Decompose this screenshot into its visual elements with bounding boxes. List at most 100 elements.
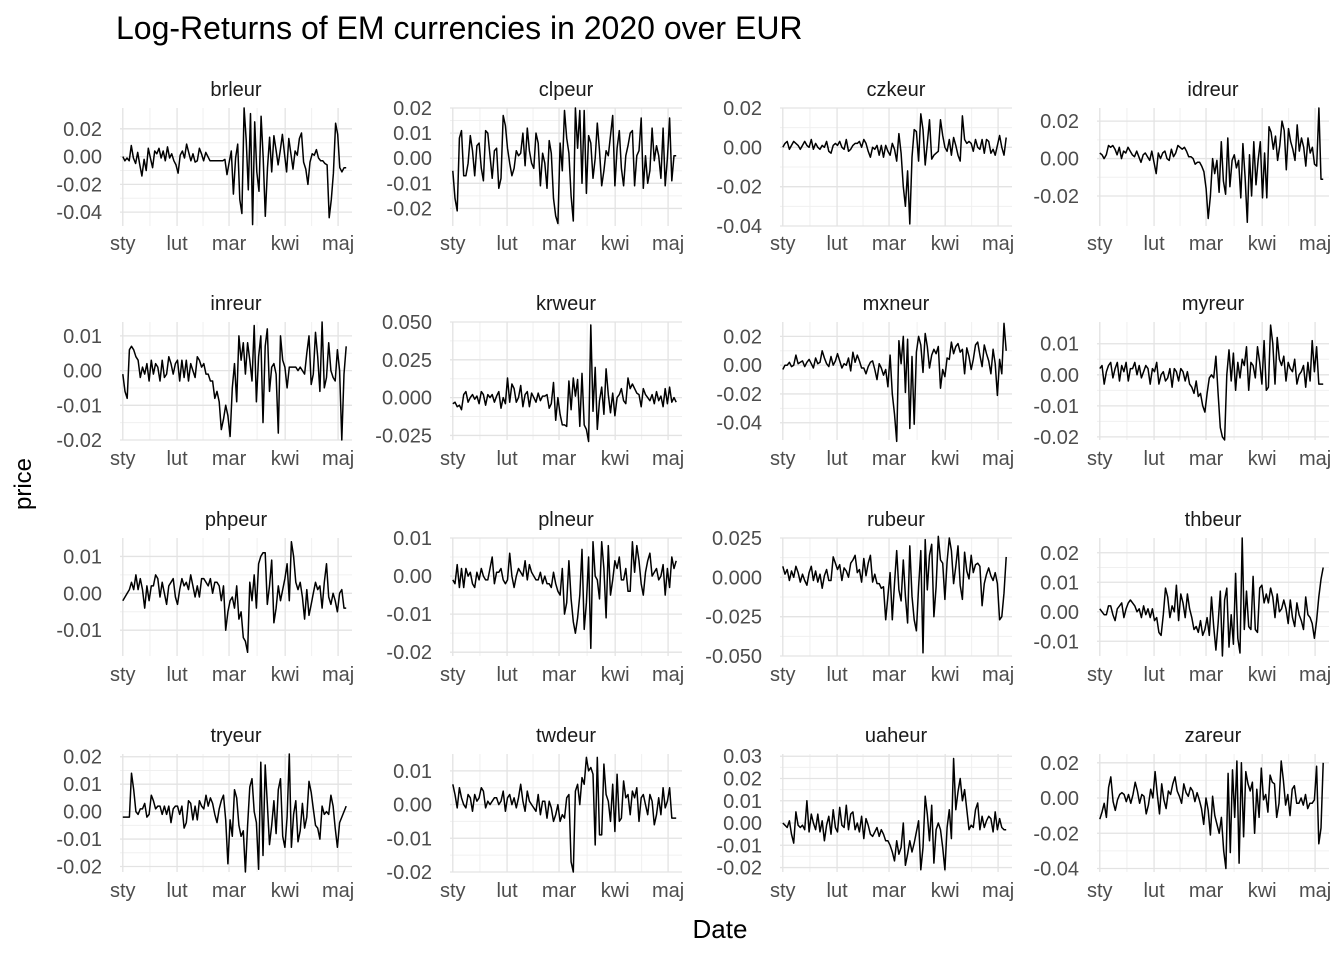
x-tick-label: sty — [440, 233, 466, 255]
x-tick-label: sty — [440, 664, 466, 686]
y-tick-label: -0.01 — [56, 395, 102, 417]
x-tick-label: maj — [982, 233, 1014, 255]
x-tick-label: lut — [167, 233, 189, 255]
x-tick-label: maj — [652, 664, 684, 686]
x-tick-label: kwi — [1248, 448, 1277, 470]
x-tick-label: kwi — [601, 233, 630, 255]
series-line-brleur — [122, 107, 347, 226]
x-tick-label: sty — [110, 448, 136, 470]
series-line-thbeur — [1099, 537, 1324, 657]
x-tick-label: lut — [497, 664, 519, 686]
y-tick-label: -0.01 — [56, 620, 102, 642]
y-tick-label: -0.02 — [56, 430, 102, 452]
x-tick-label: lut — [167, 880, 189, 902]
y-tick-label: -0.02 — [716, 177, 762, 199]
x-tick-label: mar — [872, 233, 907, 255]
x-tick-label: mar — [872, 880, 907, 902]
x-tick-label: kwi — [271, 664, 300, 686]
y-tick-label: 0.01 — [1040, 334, 1079, 356]
facet-label: twdeur — [536, 725, 596, 747]
y-tick-label: 0.00 — [723, 137, 762, 159]
facet-label: phpeur — [205, 509, 268, 531]
y-tick-label: -0.01 — [386, 828, 432, 850]
facet-label: idreur — [1187, 79, 1238, 101]
x-tick-label: maj — [652, 448, 684, 470]
y-tick-label: -0.04 — [56, 202, 102, 224]
x-tick-label: mar — [212, 880, 247, 902]
y-tick-label: 0.00 — [63, 583, 102, 605]
x-tick-label: lut — [167, 664, 189, 686]
facet-czkeur: czkeur -0.04 -0.02 0.00 0.02 sty lut mar kwi maj — [716, 79, 1014, 255]
y-tick-label: 0.03 — [723, 746, 762, 768]
y-tick-label: -0.02 — [716, 858, 762, 880]
x-tick-label: maj — [322, 880, 354, 902]
x-tick-label: mar — [1189, 233, 1224, 255]
y-tick-label: 0.000 — [382, 388, 432, 410]
facet-label: thbeur — [1185, 509, 1242, 531]
x-tick-label: kwi — [271, 880, 300, 902]
x-tick-label: mar — [872, 664, 907, 686]
facet-tryeur: tryeur -0.02 -0.01 0.00 0.01 0.02 sty lut mar kwi… — [56, 725, 354, 902]
x-tick-label: lut — [1144, 233, 1166, 255]
facet-label: myreur — [1182, 293, 1245, 315]
y-tick-label: 0.00 — [63, 802, 102, 824]
x-tick-label: maj — [1299, 448, 1331, 470]
x-tick-label: mar — [1189, 880, 1224, 902]
x-tick-label: maj — [982, 448, 1014, 470]
facet-rubeur: rubeur -0.050 -0.025 0.000 0.025 sty lut mar kwi… — [705, 509, 1014, 686]
facet-label: rubeur — [867, 509, 925, 531]
x-tick-label: sty — [440, 880, 466, 902]
y-tick-label: 0.00 — [723, 355, 762, 377]
x-tick-label: mar — [542, 448, 577, 470]
series-line-rubeur — [782, 535, 1007, 654]
x-tick-label: kwi — [1248, 664, 1277, 686]
x-tick-label: lut — [167, 448, 189, 470]
y-tick-label: 0.025 — [382, 350, 432, 372]
x-tick-label: mar — [542, 233, 577, 255]
y-tick-label: 0.02 — [1040, 753, 1079, 775]
x-tick-label: kwi — [1248, 233, 1277, 255]
x-tick-label: sty — [110, 664, 136, 686]
series-line-czkeur — [782, 113, 1007, 225]
y-tick-label: -0.02 — [56, 174, 102, 196]
y-tick-label: 0.01 — [393, 761, 432, 783]
x-tick-label: maj — [652, 880, 684, 902]
y-tick-label: 0.01 — [393, 123, 432, 145]
x-tick-label: mar — [212, 233, 247, 255]
series-line-clpeur — [452, 107, 677, 225]
y-tick-label: 0.02 — [1040, 111, 1079, 133]
series-line-idreur — [1099, 107, 1324, 224]
y-tick-label: 0.025 — [712, 528, 762, 550]
facet-krweur: krweur -0.025 0.000 0.025 0.050 sty lut mar kwi m… — [375, 293, 684, 470]
x-tick-label: kwi — [931, 448, 960, 470]
y-tick-label: -0.02 — [1033, 823, 1079, 845]
facet-inreur: inreur -0.02 -0.01 0.00 0.01 sty lut mar kwi maj — [56, 293, 354, 470]
y-tick-label: 0.01 — [63, 774, 102, 796]
series-line-plneur — [452, 541, 677, 650]
facet-brleur: brleur -0.04 -0.02 0.00 0.02 sty lut mar kwi maj — [56, 79, 354, 255]
series-line-mxneur — [782, 322, 1007, 443]
y-tick-label: 0.00 — [63, 147, 102, 169]
y-tick-label: -0.025 — [705, 607, 762, 629]
y-tick-label: -0.01 — [716, 835, 762, 857]
x-tick-label: lut — [1144, 448, 1166, 470]
y-tick-label: 0.01 — [1040, 572, 1079, 594]
x-tick-label: maj — [652, 233, 684, 255]
x-tick-label: maj — [1299, 664, 1331, 686]
y-tick-label: 0.00 — [1040, 149, 1079, 171]
x-tick-label: sty — [1087, 664, 1113, 686]
y-tick-label: 0.02 — [393, 98, 432, 120]
x-tick-label: maj — [1299, 233, 1331, 255]
x-tick-label: kwi — [931, 880, 960, 902]
x-tick-label: mar — [542, 664, 577, 686]
y-tick-label: -0.025 — [375, 425, 432, 447]
x-tick-label: sty — [440, 448, 466, 470]
x-tick-label: sty — [770, 880, 796, 902]
x-tick-label: lut — [827, 448, 849, 470]
y-tick-label: 0.02 — [723, 326, 762, 348]
x-tick-label: kwi — [271, 233, 300, 255]
x-tick-label: lut — [497, 448, 519, 470]
x-tick-label: mar — [872, 448, 907, 470]
y-tick-label: 0.01 — [63, 546, 102, 568]
